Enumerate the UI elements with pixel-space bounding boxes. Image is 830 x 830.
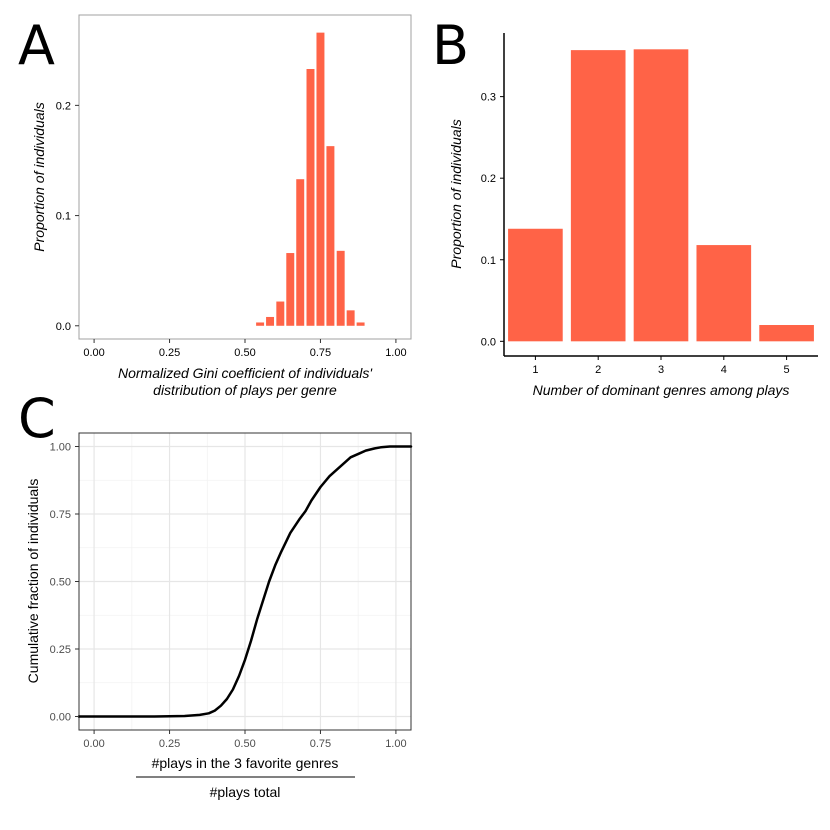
panel-a-border	[78, 14, 412, 340]
panel-b: B 1 2 3 4 5 0.0 0.1 0.2 0.3 Proportion of indiv…	[432, 14, 818, 398]
panel-a: A 0.00 0.25 0.50 0.75 1.00 0.0 0.1 0.2 Proport…	[18, 14, 412, 398]
panel-c-x-tick-label-4: 1.00	[385, 738, 406, 750]
panel-a-y-tick-label-2: 0.2	[56, 100, 71, 112]
panel-a-bar-7	[326, 146, 335, 326]
panel-b-bar-4	[759, 325, 814, 342]
panel-c-x-tick-label-3: 0.75	[310, 738, 331, 750]
panel-b-bar-1	[570, 50, 626, 342]
panel-c-y-tick-label-1: 0.25	[50, 644, 71, 656]
panel-c-y-axis-title: Cumulative fraction of individuals	[25, 479, 41, 684]
panel-a-bar-3	[286, 253, 295, 326]
panel-a-bar-6	[316, 32, 325, 326]
panel-c-x-tick-label-2: 0.50	[234, 738, 255, 750]
panel-c-y-tick-label-3: 0.75	[50, 509, 71, 521]
panel-a-x-tick-label-2: 0.50	[234, 347, 255, 359]
panel-a-x-tick-label-0: 0.00	[83, 347, 104, 359]
panel-letter-a: A	[18, 14, 55, 77]
panel-b-x-axis-title: Number of dominant genres among plays	[533, 382, 790, 398]
panel-c-x-tick-label-1: 0.25	[159, 738, 180, 750]
panel-a-y-tick-label-1: 0.1	[56, 211, 71, 223]
panel-a-bar-5	[306, 69, 315, 326]
panel-b-bar-0	[508, 228, 563, 342]
panel-a-bar-1	[266, 316, 275, 326]
panel-b-x-tick-label-0: 1	[532, 364, 538, 376]
panel-c-x-tick-label-0: 0.00	[83, 738, 104, 750]
panel-a-x-axis-title-line1: Normalized Gini coefficient of individua…	[118, 365, 373, 381]
panel-c-y-tick-label-4: 1.00	[50, 442, 71, 454]
panel-a-x-tick-label-4: 1.00	[385, 347, 406, 359]
panel-a-y-tick-label-0: 0.0	[56, 321, 71, 333]
panel-b-x-tick-label-4: 5	[784, 364, 790, 376]
panel-b-bar-2	[633, 49, 689, 342]
panel-a-bar-8	[336, 250, 345, 326]
panel-a-x-tick-label-3: 0.75	[310, 347, 331, 359]
panel-b-y-tick-label-2: 0.2	[481, 173, 496, 185]
cumulative-line	[77, 445, 413, 718]
panel-b-x-tick-label-2: 3	[658, 364, 664, 376]
panel-b-x-tick-label-1: 2	[595, 364, 601, 376]
panel-c-y-tick-label-2: 0.50	[50, 577, 71, 589]
panel-a-x-tick-label-1: 0.25	[159, 347, 180, 359]
panel-a-bar-10	[356, 322, 365, 326]
panel-a-y-axis-title: Proportion of individuals	[31, 102, 47, 251]
panel-c-x-axis-title-numerator: #plays in the 3 favorite genres	[152, 755, 339, 771]
panel-c-y-tick-label-0: 0.00	[50, 712, 71, 724]
panel-b-x-tick-label-3: 4	[721, 364, 727, 376]
panel-a-bar-4	[296, 179, 305, 326]
panel-b-bar-3	[696, 245, 752, 342]
panel-a-bar-0	[256, 322, 265, 326]
panel-b-y-tick-label-1: 0.1	[481, 255, 496, 267]
panel-letter-b: B	[432, 14, 469, 77]
panel-b-y-tick-label-3: 0.3	[481, 92, 496, 104]
panel-c: C 0.00 0.25 0.50 0.75 1.00 0.00 0.25 0.50 0.75 1…	[18, 387, 413, 800]
panel-c-x-axis-title-denominator: #plays total	[210, 784, 281, 800]
panel-letter-c: C	[18, 387, 56, 450]
panel-a-bar-2	[276, 301, 285, 326]
panel-a-x-axis-title-line2: distribution of plays per genre	[153, 382, 337, 398]
panel-b-y-axis-title: Proportion of individuals	[448, 119, 464, 268]
panel-b-y-tick-label-0: 0.0	[481, 336, 496, 348]
panel-a-bar-9	[346, 310, 355, 326]
